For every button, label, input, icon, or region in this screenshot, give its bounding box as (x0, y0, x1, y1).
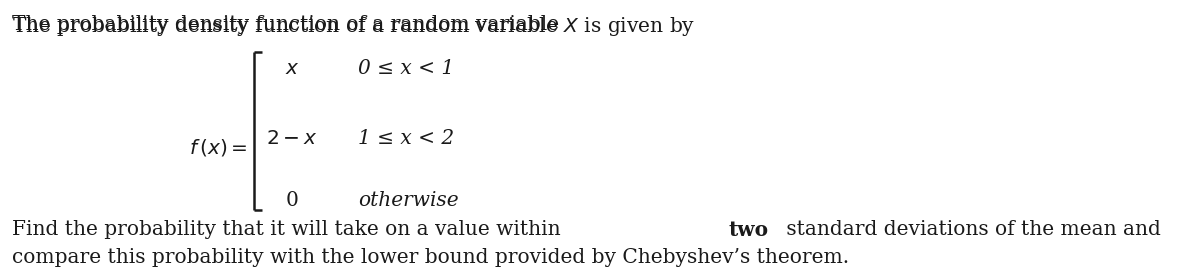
Text: otherwise: otherwise (359, 191, 459, 209)
Text: The probability density function of a random variable: The probability density function of a ra… (12, 15, 566, 34)
Text: $x$: $x$ (284, 58, 300, 78)
Text: two: two (728, 220, 769, 240)
Text: Find the probability that it will take on a value within: Find the probability that it will take o… (12, 220, 567, 239)
Text: 0: 0 (285, 191, 299, 209)
Text: standard deviations of the mean and: standard deviations of the mean and (779, 220, 1161, 239)
Text: The probability density function of a random variable $X$ is given by: The probability density function of a ra… (12, 15, 695, 38)
Text: $f\,(x) =$: $f\,(x) =$ (189, 137, 248, 158)
Text: 0 ≤ x < 1: 0 ≤ x < 1 (359, 58, 454, 78)
Text: $2-x$: $2-x$ (266, 129, 318, 147)
Text: compare this probability with the lower bound provided by Chebyshev’s theorem.: compare this probability with the lower … (12, 248, 849, 267)
Text: 1 ≤ x < 2: 1 ≤ x < 2 (359, 129, 454, 147)
